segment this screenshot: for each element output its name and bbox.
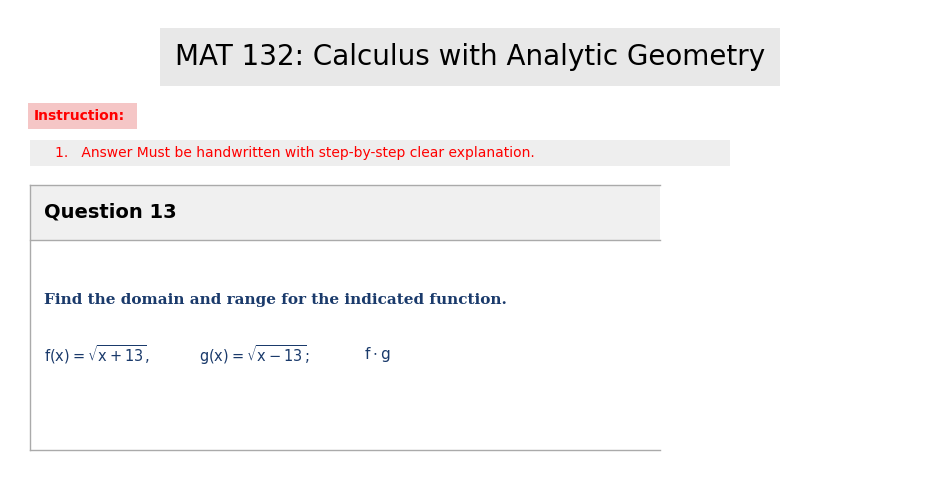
Text: Instruction:: Instruction:	[34, 109, 125, 123]
FancyBboxPatch shape	[30, 140, 730, 166]
Text: 1.   Answer Must be handwritten with step-by-step clear explanation.: 1. Answer Must be handwritten with step-…	[55, 146, 535, 160]
FancyBboxPatch shape	[28, 103, 137, 129]
Text: Question 13: Question 13	[44, 203, 176, 222]
Text: MAT 132: Calculus with Analytic Geometry: MAT 132: Calculus with Analytic Geometry	[175, 43, 765, 71]
FancyBboxPatch shape	[30, 185, 660, 240]
FancyBboxPatch shape	[160, 28, 780, 86]
Text: $\mathsf{f(x) = \sqrt{x+13},}$: $\mathsf{f(x) = \sqrt{x+13},}$	[44, 344, 150, 366]
FancyBboxPatch shape	[30, 240, 660, 450]
Text: $\mathsf{g(x) = \sqrt{x-13};}$: $\mathsf{g(x) = \sqrt{x-13};}$	[199, 343, 309, 367]
Text: $\mathsf{f \cdot g}$: $\mathsf{f \cdot g}$	[364, 346, 390, 364]
Text: Find the domain and range for the indicated function.: Find the domain and range for the indica…	[44, 293, 507, 307]
